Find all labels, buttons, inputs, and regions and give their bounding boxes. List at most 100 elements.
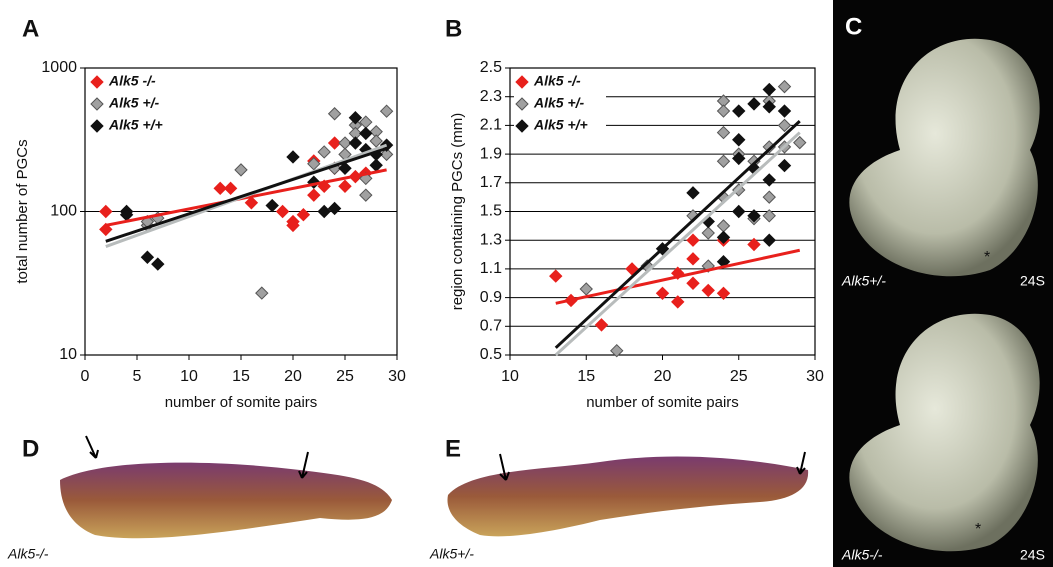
point xyxy=(747,97,761,111)
x-axis-title: number of somite pairs xyxy=(165,394,318,411)
point xyxy=(307,188,321,202)
point xyxy=(151,257,165,271)
point xyxy=(338,161,352,176)
x-tick-label: 25 xyxy=(336,368,354,385)
point xyxy=(732,204,746,219)
point xyxy=(655,286,670,301)
point xyxy=(747,209,761,223)
x-tick-label: 0 xyxy=(81,368,90,385)
y-tick-label: 2.5 xyxy=(480,59,502,76)
legend-box xyxy=(514,72,606,138)
point xyxy=(223,181,238,196)
point xyxy=(317,204,331,219)
y-tick-label: 10 xyxy=(59,346,77,363)
point xyxy=(327,107,342,121)
point xyxy=(255,286,269,300)
legend-marker xyxy=(90,119,104,133)
point xyxy=(762,173,776,187)
trend-line xyxy=(105,168,387,227)
point xyxy=(625,262,639,276)
point xyxy=(275,204,290,219)
point xyxy=(338,179,352,193)
point xyxy=(777,158,792,173)
point xyxy=(701,283,715,298)
point xyxy=(716,104,731,118)
point xyxy=(286,218,300,233)
y-tick-label: 1.1 xyxy=(480,260,502,277)
point xyxy=(686,276,700,290)
point xyxy=(716,125,731,140)
asterisk: * xyxy=(975,521,981,538)
caption: 24S xyxy=(1020,547,1045,563)
point xyxy=(348,136,363,150)
point xyxy=(265,198,279,213)
tissue-e xyxy=(447,456,809,537)
point xyxy=(379,104,394,118)
plot-frame xyxy=(509,67,816,356)
legend-label: Alk5 +/+ xyxy=(533,117,588,133)
point xyxy=(579,282,593,296)
point xyxy=(762,233,776,247)
caption: Alk5+/- xyxy=(429,546,474,562)
point xyxy=(762,100,776,114)
point xyxy=(140,250,155,264)
panel-label: B xyxy=(445,15,462,42)
point xyxy=(777,104,792,118)
point xyxy=(716,286,731,301)
legend-label: Alk5 +/- xyxy=(533,95,585,111)
legend-label: Alk5 -/- xyxy=(533,73,581,89)
x-axis-title: number of somite pairs xyxy=(586,394,739,411)
point xyxy=(549,269,563,283)
point xyxy=(716,219,731,233)
y-tick-label: 100 xyxy=(50,203,77,220)
point xyxy=(701,226,715,240)
x-tick-label: 30 xyxy=(806,368,824,385)
point xyxy=(99,222,113,237)
point xyxy=(732,104,746,118)
trend-line xyxy=(105,147,388,243)
trend-line xyxy=(554,119,801,349)
point xyxy=(327,201,342,216)
point xyxy=(234,163,248,177)
y-tick-label: 1000 xyxy=(41,59,77,76)
y-tick-label: 1.3 xyxy=(480,231,502,248)
plot-frame xyxy=(84,67,398,356)
x-tick-label: 15 xyxy=(232,368,250,385)
legend-label: Alk5 +/+ xyxy=(108,117,163,133)
point xyxy=(762,82,776,97)
point xyxy=(317,145,331,159)
y-tick-label: 1.7 xyxy=(480,174,502,191)
y-tick-label: 2.3 xyxy=(480,88,502,105)
y-tick-label: 1.5 xyxy=(480,203,502,220)
point xyxy=(307,157,321,171)
point xyxy=(610,343,624,358)
point xyxy=(732,133,746,147)
x-tick-label: 30 xyxy=(388,368,406,385)
trend-line xyxy=(555,248,801,305)
point xyxy=(762,190,776,204)
caption: Alk5-/- xyxy=(841,547,883,563)
point xyxy=(286,150,300,164)
point xyxy=(296,207,311,222)
y-tick-label: 0.9 xyxy=(480,289,502,306)
panel-label: A xyxy=(22,15,39,42)
point xyxy=(762,209,776,223)
point xyxy=(244,196,259,210)
arrow xyxy=(85,435,309,479)
point xyxy=(686,233,700,247)
x-tick-label: 5 xyxy=(133,368,142,385)
legend-box xyxy=(89,72,181,138)
point xyxy=(732,151,746,166)
x-tick-label: 15 xyxy=(577,368,595,385)
point xyxy=(327,136,342,150)
legend-marker xyxy=(515,75,529,89)
legend-label: Alk5 -/- xyxy=(108,73,156,89)
panel-label: E xyxy=(445,435,461,462)
point xyxy=(594,318,609,332)
tissue-d xyxy=(60,462,392,539)
point xyxy=(213,181,227,196)
legend-marker xyxy=(90,97,104,111)
point xyxy=(777,79,792,94)
legend-marker xyxy=(90,75,104,89)
